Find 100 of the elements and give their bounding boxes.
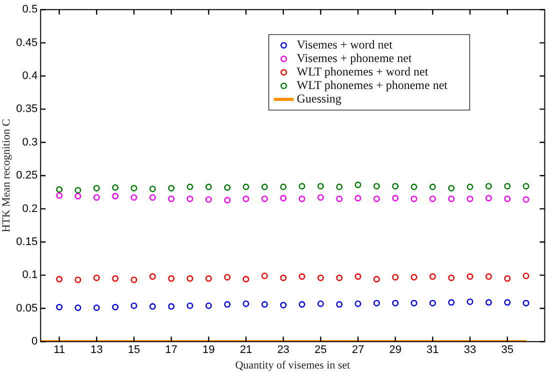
point xyxy=(392,182,399,190)
y-tick-label: 0.05 xyxy=(16,302,38,314)
y-tick-label: 0.3 xyxy=(22,136,38,148)
point xyxy=(112,304,119,310)
x-tick-label: 17 xyxy=(165,344,178,356)
point xyxy=(280,184,287,190)
point xyxy=(56,186,63,193)
y-tick-label: 0.35 xyxy=(16,103,38,116)
point xyxy=(392,194,399,202)
point xyxy=(373,182,380,190)
x-tick-label: 21 xyxy=(240,344,252,356)
point xyxy=(186,184,194,190)
point xyxy=(168,196,175,202)
point xyxy=(186,302,194,309)
point xyxy=(317,182,324,190)
point xyxy=(429,196,436,202)
point xyxy=(74,192,82,200)
point xyxy=(261,272,268,280)
point xyxy=(485,299,492,306)
point xyxy=(466,298,474,306)
y-tick-label: 0.25 xyxy=(16,170,38,182)
point xyxy=(112,184,119,191)
x-tick-label: 13 xyxy=(90,344,103,356)
point xyxy=(410,196,418,202)
point xyxy=(130,302,138,309)
point xyxy=(242,184,250,190)
point xyxy=(485,194,492,202)
point xyxy=(392,274,399,280)
point xyxy=(224,196,231,204)
point xyxy=(448,184,455,192)
point xyxy=(186,196,194,202)
legend-label: WLT phonemes + word net xyxy=(296,64,429,79)
point xyxy=(373,300,380,306)
point xyxy=(130,276,138,284)
point xyxy=(429,273,436,280)
point xyxy=(261,301,268,308)
point xyxy=(485,182,492,190)
point xyxy=(205,184,212,190)
point xyxy=(298,182,306,190)
legend-label: Visemes + word net xyxy=(296,38,394,52)
point xyxy=(93,274,100,282)
point xyxy=(56,304,63,310)
x-tick-label: 25 xyxy=(314,344,327,356)
point xyxy=(56,276,63,282)
x-tick-label: 29 xyxy=(389,344,402,356)
point xyxy=(149,273,156,280)
point xyxy=(448,196,455,202)
point xyxy=(466,273,474,280)
point xyxy=(242,196,250,202)
point xyxy=(56,192,63,199)
x-tick-label: 35 xyxy=(501,344,514,356)
point xyxy=(168,184,175,192)
y-tick-label: 0.4 xyxy=(22,70,38,82)
x-tick-label: 11 xyxy=(54,344,65,356)
point xyxy=(336,274,343,282)
point xyxy=(448,274,455,282)
point xyxy=(130,184,138,192)
point xyxy=(522,182,530,190)
point xyxy=(298,273,306,280)
point xyxy=(336,196,343,202)
point xyxy=(317,274,324,282)
x-tick-label: 33 xyxy=(464,344,476,356)
point xyxy=(205,275,212,282)
point xyxy=(112,192,119,200)
point xyxy=(410,184,418,190)
point xyxy=(205,302,212,309)
point xyxy=(485,273,492,280)
point xyxy=(336,301,343,308)
point xyxy=(354,194,362,202)
point xyxy=(149,303,156,310)
point xyxy=(149,186,156,192)
point xyxy=(224,184,231,191)
point xyxy=(448,299,455,306)
y-tick-label: 0 xyxy=(31,336,38,348)
point xyxy=(354,182,362,188)
legend-label: Guessing xyxy=(296,92,342,106)
point xyxy=(280,274,287,282)
point xyxy=(168,303,175,310)
point xyxy=(224,274,231,280)
point xyxy=(74,304,82,311)
point xyxy=(466,196,474,202)
point xyxy=(429,184,436,190)
point xyxy=(298,301,306,308)
point xyxy=(298,196,306,202)
point xyxy=(354,273,362,280)
point xyxy=(522,272,530,280)
point xyxy=(504,182,511,190)
point xyxy=(93,184,100,192)
point xyxy=(168,275,175,282)
point xyxy=(410,300,418,306)
y-tick-label: 0.1 xyxy=(22,269,38,282)
point xyxy=(466,184,474,190)
point xyxy=(280,302,287,308)
point xyxy=(336,184,343,190)
point xyxy=(149,194,156,201)
point xyxy=(410,274,418,280)
point xyxy=(317,300,324,307)
point xyxy=(242,300,250,307)
point xyxy=(280,194,287,202)
y-tick-label: 0.45 xyxy=(16,36,38,49)
